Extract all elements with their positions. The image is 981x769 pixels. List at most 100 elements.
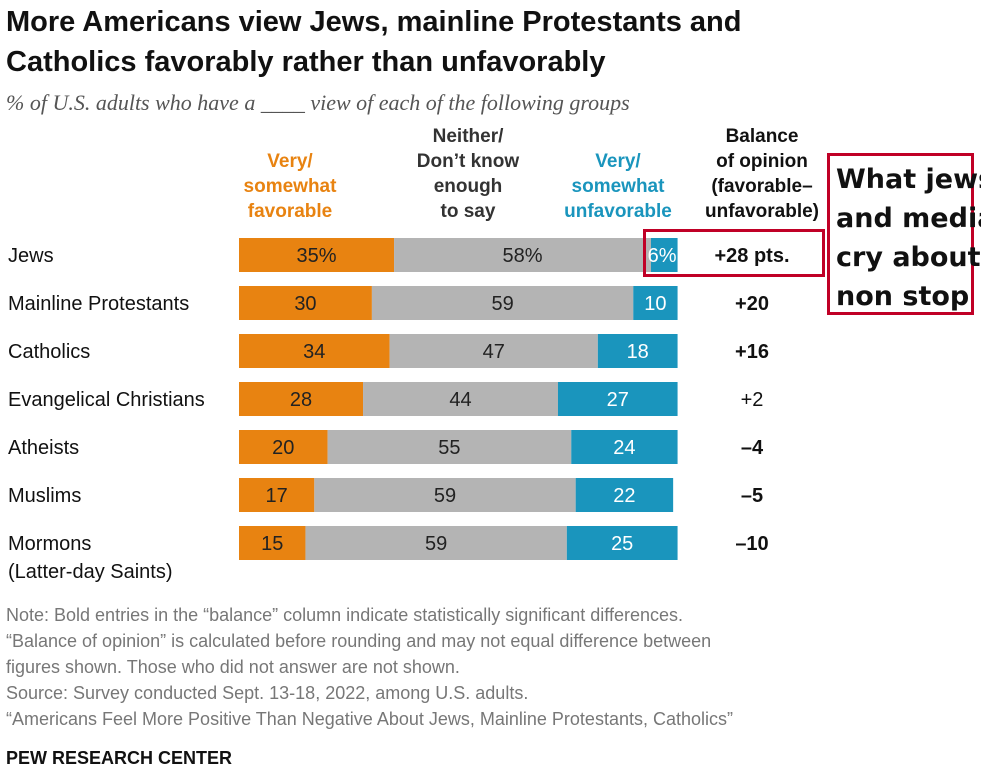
favorable-bar: [239, 526, 306, 560]
unfavorable-bar: [597, 334, 678, 368]
favorable-bar: [239, 238, 395, 272]
annotation-line: non stop: [836, 281, 970, 312]
annotation-line: What jews: [836, 164, 981, 195]
header-line: Don’t know: [416, 151, 520, 172]
category-label-line: Jews: [8, 245, 54, 267]
neither-bar: [363, 382, 558, 416]
header-line: enough: [433, 176, 503, 197]
favorable-value-label: 28: [290, 389, 312, 411]
balance-value: –4: [741, 437, 764, 459]
balance-column-header: Balance of opinion (favorable– unfavorab…: [692, 124, 832, 224]
neither-column-header: Neither/ Don’t know enough to say: [398, 124, 538, 224]
header-line: somewhat: [243, 176, 337, 197]
neither-value-label: 44: [449, 389, 471, 411]
favorable-value-label: 15: [261, 533, 283, 555]
balance-value: –10: [735, 533, 768, 555]
category-label: Mainline Protestants: [8, 293, 189, 315]
neither-bar: [394, 238, 651, 272]
unfavorable-value-label: 27: [607, 389, 629, 411]
category-label-line: Mainline Protestants: [8, 293, 189, 315]
neither-bar: [389, 334, 598, 368]
note-line: Note: Bold entries in the “balance” colu…: [6, 605, 684, 625]
neither-value-label: 59: [434, 485, 456, 507]
header-line: Very/: [267, 151, 313, 172]
title-line-1: More Americans view Jews, mainline Prote…: [6, 6, 742, 38]
unfavorable-bar: [650, 238, 678, 272]
favorable-value-label: 20: [272, 437, 294, 459]
unfavorable-value-label: 18: [627, 341, 649, 363]
category-label-line: Mormons: [8, 533, 91, 555]
favorable-value-label: 34: [303, 341, 325, 363]
category-label-line: Catholics: [8, 341, 90, 363]
header-line: Balance: [725, 126, 799, 147]
category-label-line: (Latter-day Saints): [8, 561, 173, 583]
chart-title: More Americans view Jews, mainline Prote…: [6, 2, 966, 82]
category-label: Atheists: [8, 437, 79, 459]
category-label-line: Evangelical Christians: [8, 389, 205, 411]
neither-value-label: 55: [438, 437, 460, 459]
unfavorable-column-header: Very/ somewhat unfavorable: [548, 149, 688, 224]
neither-bar: [305, 526, 567, 560]
header-line: of opinion: [716, 151, 808, 172]
unfavorable-value-label: 22: [613, 485, 635, 507]
category-label: Evangelical Christians: [8, 389, 205, 411]
category-label: Catholics: [8, 341, 90, 363]
unfavorable-value-label: 6%: [648, 245, 677, 267]
chart-note: Note: Bold entries in the “balance” colu…: [6, 602, 906, 732]
category-label: Jews: [8, 245, 54, 267]
favorable-column-header: Very/ somewhat favorable: [225, 149, 355, 224]
favorable-bar: [239, 430, 328, 464]
neither-value-label: 58%: [503, 245, 543, 267]
category-label-line: Muslims: [8, 485, 81, 507]
note-line: “Balance of opinion” is calculated befor…: [6, 631, 712, 651]
unfavorable-value-label: 24: [613, 437, 635, 459]
header-line: to say: [440, 201, 496, 222]
note-line: figures shown. Those who did not answer …: [6, 657, 460, 677]
unfavorable-bar: [557, 382, 678, 416]
category-label: Mormons (Latter-day Saints): [8, 533, 173, 583]
header-line: unfavorable): [704, 201, 820, 222]
favorable-value-label: 35%: [297, 245, 337, 267]
header-line: Neither/: [432, 126, 504, 147]
unfavorable-value-label: 25: [611, 533, 633, 555]
favorable-value-label: 17: [266, 485, 288, 507]
balance-value: +28 pts.: [714, 245, 789, 267]
unfavorable-bar: [633, 286, 678, 320]
annotation-line: and media: [836, 203, 981, 234]
favorable-bar: [239, 382, 364, 416]
unfavorable-bar: [566, 526, 678, 560]
header-line: favorable: [247, 201, 333, 222]
header-line: unfavorable: [564, 201, 672, 222]
neither-value-label: 59: [491, 293, 513, 315]
neither-bar: [371, 286, 634, 320]
report-title-line: “Americans Feel More Positive Than Negat…: [6, 709, 733, 729]
title-line-2: Catholics favorably rather than unfavora…: [6, 46, 606, 78]
annotation-line: cry about: [836, 242, 981, 273]
header-line: (favorable–: [711, 176, 813, 197]
category-label: Muslims: [8, 485, 81, 507]
stacked-bar-chart: Jews 35% 58% 6% +28 pts. Mainline Protestants…: [8, 238, 790, 583]
neither-bar: [327, 430, 572, 464]
balance-value: +20: [735, 293, 769, 315]
source-name: PEW RESEARCH CENTER: [6, 748, 233, 768]
category-label-line: Atheists: [8, 437, 79, 459]
balance-value: –5: [741, 485, 763, 507]
annotation-box: What jews and media cry about non stop: [827, 153, 981, 315]
balance-value: +2: [741, 389, 764, 411]
source-line: Source: Survey conducted Sept. 13-18, 20…: [6, 683, 529, 703]
neither-value-label: 47: [483, 341, 505, 363]
favorable-value-label: 30: [294, 293, 316, 315]
header-line: somewhat: [571, 176, 665, 197]
header-line: Very/: [595, 151, 641, 172]
favorable-bar: [239, 286, 372, 320]
neither-bar: [314, 478, 576, 512]
chart-subtitle: % of U.S. adults who have a ____ view of…: [6, 90, 630, 115]
unfavorable-value-label: 10: [644, 293, 666, 315]
unfavorable-bar: [571, 430, 678, 464]
balance-value: +16: [735, 341, 769, 363]
annotation-highlight-box: [643, 229, 825, 277]
favorable-bar: [239, 478, 315, 512]
favorable-bar: [239, 334, 390, 368]
unfavorable-bar: [575, 478, 674, 512]
neither-value-label: 59: [425, 533, 447, 555]
